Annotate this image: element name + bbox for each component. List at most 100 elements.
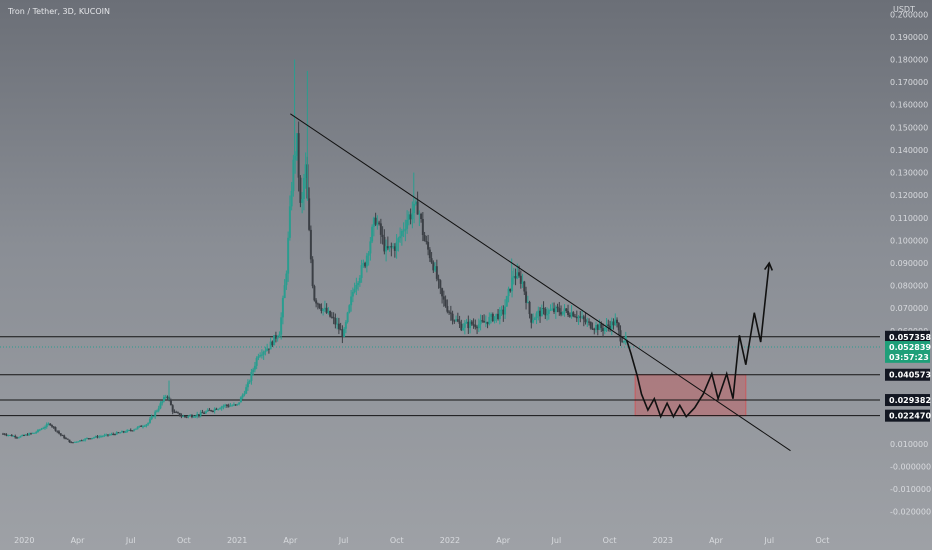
candle-body <box>190 415 193 418</box>
candle-body <box>388 246 391 249</box>
candle-body <box>299 177 302 203</box>
candle-body <box>348 305 351 313</box>
price-tag-label: 0.057358 <box>889 333 931 342</box>
candle-body <box>243 393 246 395</box>
candle-body <box>582 316 585 320</box>
candle-body <box>558 308 561 313</box>
candle-body <box>63 435 66 439</box>
candle-body <box>124 431 127 433</box>
candle-body <box>197 414 200 416</box>
candle-body <box>196 414 199 417</box>
candle-body <box>241 394 244 398</box>
candle-body <box>2 433 4 435</box>
candle-body <box>540 307 543 317</box>
price-tag <box>885 341 930 354</box>
candle-body <box>120 431 123 433</box>
candle-body <box>287 237 290 274</box>
candle-body <box>47 423 50 425</box>
candle-body <box>498 309 501 320</box>
candle-body <box>157 408 160 411</box>
candle-body <box>281 298 284 318</box>
candle-body <box>269 341 272 350</box>
candle-body <box>553 308 556 312</box>
projection-path[interactable] <box>625 262 770 419</box>
candle-body <box>518 272 521 276</box>
candle-body <box>94 436 97 438</box>
candle-body <box>523 281 526 292</box>
candle-body <box>31 432 34 434</box>
candle-body <box>316 303 319 305</box>
candle-body <box>567 310 570 315</box>
candle-body <box>623 341 626 343</box>
candle-body <box>432 262 435 271</box>
candle-body <box>526 301 529 303</box>
candle-body <box>616 319 619 324</box>
candle-body <box>54 427 57 431</box>
x-tick-label: Jul <box>338 536 349 545</box>
candle-body <box>376 222 379 225</box>
candle-body <box>127 429 130 431</box>
candle-body <box>392 246 395 248</box>
candle-body <box>7 435 10 437</box>
candle-body <box>295 133 298 156</box>
candle-body <box>346 312 349 323</box>
candle-body <box>479 320 482 325</box>
candle-body <box>467 321 470 329</box>
candle-body <box>255 358 258 366</box>
candle-body <box>194 416 197 418</box>
candle-body <box>539 310 542 317</box>
candle-body <box>232 404 235 406</box>
candle-body <box>427 241 430 250</box>
candle-body <box>554 306 557 312</box>
y-tick-label: 0.180000 <box>890 56 928 65</box>
candle-body <box>292 159 295 192</box>
candle-body <box>35 431 38 433</box>
candle-body <box>607 324 610 327</box>
candle-body <box>395 242 398 251</box>
candle-body <box>162 396 165 402</box>
candle-body <box>115 432 118 435</box>
candle-body <box>143 425 146 427</box>
y-tick-label: 0.080000 <box>890 282 928 291</box>
candle-body <box>218 408 221 410</box>
candle-body <box>572 312 575 317</box>
candle-body <box>294 155 297 160</box>
candle-body <box>458 321 461 324</box>
candle-body <box>213 408 216 411</box>
candle-body <box>220 406 223 409</box>
candle-body <box>217 408 220 410</box>
candle-body <box>329 310 332 317</box>
candle-body <box>371 226 374 242</box>
candle-body <box>182 416 185 418</box>
y-tick-label: 0.130000 <box>890 169 928 178</box>
candle-body <box>549 309 552 311</box>
candle-body <box>103 435 106 437</box>
candle-body <box>239 397 242 403</box>
candle-body <box>26 434 29 436</box>
candle-body <box>98 436 101 438</box>
candle-body <box>12 435 15 437</box>
candle-body <box>330 316 333 318</box>
candle-body <box>327 310 330 313</box>
candle-body <box>465 321 468 324</box>
candle-body <box>178 412 181 416</box>
candle-body <box>525 291 528 303</box>
candle-body <box>246 382 249 388</box>
candle-body <box>593 329 596 331</box>
candle-body <box>357 282 360 286</box>
price-tag-label: 0.029382 <box>889 396 931 405</box>
candle-body <box>222 405 225 407</box>
x-tick-label: Oct <box>177 536 191 545</box>
candle-body <box>45 424 48 428</box>
candle-body <box>579 316 582 318</box>
candle-body <box>136 426 139 429</box>
candle-body <box>565 308 568 311</box>
candle-body <box>568 314 571 317</box>
candle-body <box>428 249 431 259</box>
candle-body <box>236 403 239 405</box>
trendline[interactable] <box>290 113 791 452</box>
candle-body <box>414 201 417 205</box>
candle-body <box>332 317 335 319</box>
